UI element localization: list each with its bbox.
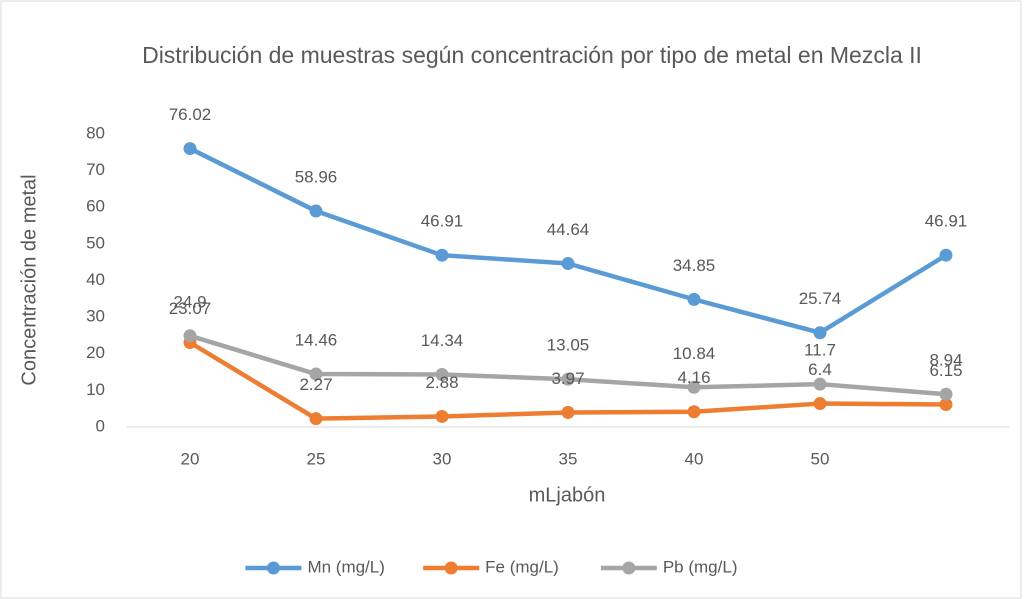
data-label: 23.07: [169, 299, 212, 318]
y-tick-label: 80: [86, 123, 105, 142]
data-label: 11.7: [804, 341, 836, 360]
data-point: [435, 248, 449, 262]
data-label: 8.94: [929, 351, 962, 370]
y-tick-label: 30: [86, 307, 105, 326]
x-tick-label: 30: [433, 449, 452, 468]
data-label: 6.4: [808, 360, 832, 379]
legend-label: Fe (mg/L): [485, 557, 559, 576]
data-point: [687, 292, 701, 306]
data-label: 58.96: [295, 168, 338, 187]
data-label: 14.34: [421, 331, 464, 350]
data-point: [939, 248, 953, 262]
data-point: [813, 326, 827, 340]
y-tick-label: 20: [86, 343, 105, 362]
data-point: [309, 412, 323, 426]
data-label: 24.9: [173, 292, 206, 311]
data-point: [813, 377, 827, 391]
x-tick-label: 20: [181, 449, 200, 468]
y-tick-label: 40: [86, 270, 105, 289]
data-label: 6.15: [929, 361, 962, 380]
x-axis-label: mLjabón: [529, 484, 606, 506]
data-point: [435, 409, 449, 423]
legend-marker: [266, 561, 280, 575]
data-point: [183, 142, 197, 156]
data-label: 14.46: [295, 331, 338, 350]
data-point: [435, 367, 449, 381]
data-point: [687, 405, 701, 419]
data-point: [939, 387, 953, 401]
y-tick-label: 50: [86, 233, 105, 252]
legend-marker: [622, 561, 636, 575]
data-label: 44.64: [547, 220, 590, 239]
data-label: 13.05: [547, 336, 590, 355]
data-point: [813, 397, 827, 411]
data-label: 25.74: [799, 289, 842, 308]
data-point: [561, 372, 575, 386]
data-label: 2.88: [425, 373, 458, 392]
data-label: 46.91: [421, 212, 464, 231]
data-label: 4.16: [677, 368, 710, 387]
data-point: [939, 397, 953, 411]
y-axis-label: Concentración de metal: [18, 174, 40, 385]
y-tick-label: 0: [96, 416, 105, 435]
y-tick-label: 10: [86, 380, 105, 399]
data-point: [309, 367, 323, 381]
x-tick-label: 25: [307, 449, 326, 468]
chart-title: Distribución de muestras según concentra…: [142, 42, 922, 68]
data-point: [561, 257, 575, 271]
data-label: 76.02: [169, 105, 212, 124]
data-point: [561, 405, 575, 419]
y-tick-label: 60: [86, 197, 105, 216]
x-tick-label: 40: [685, 449, 704, 468]
data-label: 34.85: [673, 256, 716, 275]
x-tick-label: 35: [559, 449, 578, 468]
y-tick-label: 70: [86, 160, 105, 179]
data-label: 3.97: [551, 369, 584, 388]
data-label: 2.27: [299, 375, 332, 394]
data-point: [309, 204, 323, 218]
legend-marker: [444, 561, 458, 575]
data-point: [183, 329, 197, 343]
data-point: [687, 380, 701, 394]
data-label: 10.84: [673, 344, 716, 363]
data-label: 46.91: [925, 212, 968, 231]
legend-label: Mn (mg/L): [307, 557, 384, 576]
legend-label: Pb (mg/L): [663, 557, 738, 576]
x-tick-label: 50: [811, 449, 830, 468]
